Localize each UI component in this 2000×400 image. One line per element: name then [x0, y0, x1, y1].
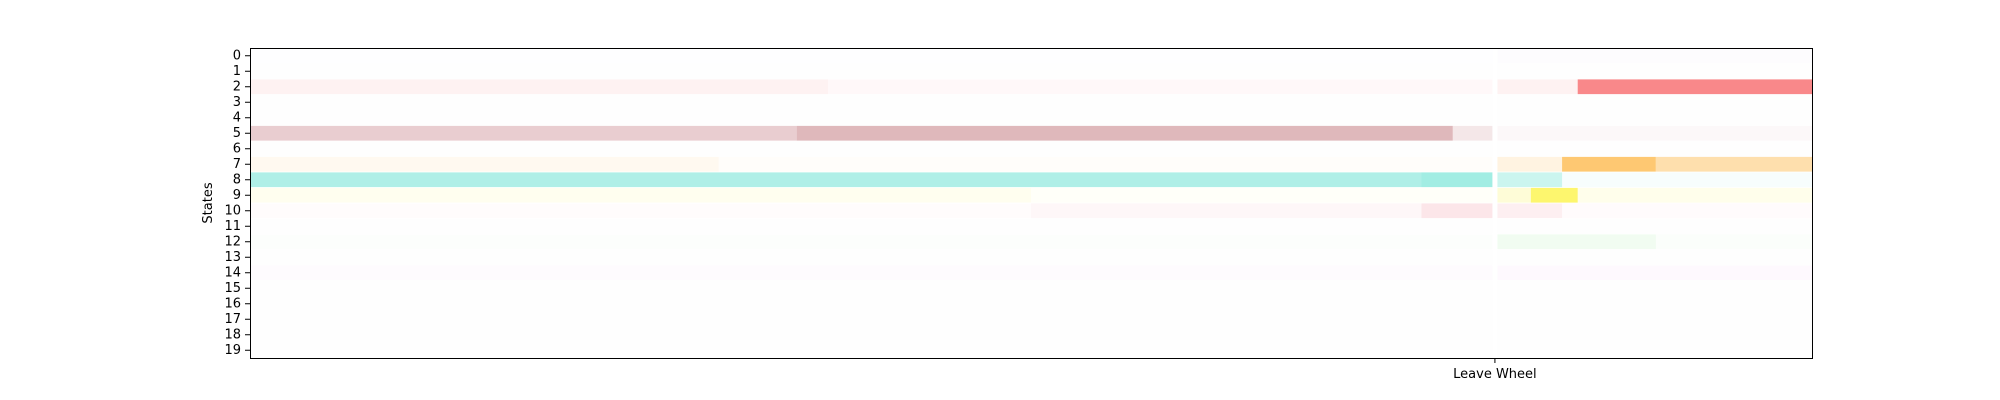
- heatmap-row-10: [250, 203, 1812, 219]
- heatmap-cell-1-0: [250, 64, 1812, 79]
- event-line: [1492, 48, 1498, 358]
- y-tick-label-9: 9: [233, 188, 241, 203]
- y-tick-label-0: 0: [233, 48, 241, 63]
- heatmap-cell-11-0: [250, 219, 1812, 234]
- heatmap-row-7: [250, 156, 1812, 172]
- heatmap-cell-2-0: [250, 79, 828, 95]
- heatmap-row-2: [250, 79, 1812, 95]
- heatmap-cell-9-2: [1494, 187, 1531, 203]
- heatmap-cell-9-4: [1577, 187, 1812, 203]
- y-tick-label-14: 14: [224, 265, 241, 280]
- y-tick-label-4: 4: [233, 110, 241, 125]
- plot-area: [250, 48, 1812, 358]
- y-tick-label-2: 2: [233, 79, 241, 94]
- heatmap-cell-2-1: [827, 79, 1495, 95]
- heatmap-cell-16-0: [250, 296, 1812, 311]
- heatmap-cell-5-0: [250, 125, 797, 141]
- heatmap-cell-0-0: [250, 48, 1495, 63]
- heatmap-cell-8-0: [250, 172, 1422, 188]
- y-tick-label-16: 16: [224, 296, 241, 311]
- heatmap-cell-13-0: [250, 250, 1812, 265]
- heatmap-cell-9-1: [1031, 187, 1495, 203]
- heatmap-cell-10-1: [1031, 203, 1422, 219]
- heatmap-cell-8-3: [1562, 172, 1812, 188]
- y-tick-label-11: 11: [224, 219, 241, 234]
- y-tick-label-7: 7: [233, 157, 241, 172]
- heatmap-row-19: [250, 343, 1812, 358]
- heatmap-cell-4-0: [250, 110, 1812, 125]
- heatmap-row-4: [250, 110, 1812, 125]
- y-tick-label-5: 5: [233, 126, 241, 141]
- heatmap-row-1: [250, 64, 1812, 79]
- plot-frame: [250, 48, 1813, 359]
- heatmap-row-17: [250, 312, 1812, 327]
- heatmap-cell-12-0: [250, 234, 1495, 249]
- heatmap-cell-7-3: [1562, 156, 1656, 172]
- y-tick-label-3: 3: [233, 95, 241, 110]
- x-axis: Leave Wheel: [1453, 358, 1537, 382]
- heatmap-row-12: [250, 234, 1812, 250]
- heatmap-cell-15-0: [250, 281, 1812, 296]
- y-tick-label-8: 8: [233, 172, 241, 187]
- y-tick-label-10: 10: [224, 203, 241, 218]
- heatmap-row-14: [250, 265, 1812, 281]
- heatmap-row-16: [250, 296, 1812, 311]
- heatmap-cell-19-0: [250, 343, 1812, 358]
- heatmap-row-3: [250, 95, 1812, 110]
- y-tick-label-18: 18: [224, 327, 241, 342]
- heatmap-cell-10-0: [250, 203, 1031, 219]
- heatmap-cell-14-0: [250, 265, 1495, 281]
- heatmap-cell-10-3: [1494, 203, 1563, 219]
- y-tick-label-12: 12: [224, 234, 241, 249]
- heatmap-row-6: [250, 141, 1812, 156]
- heatmap-cell-7-1: [719, 157, 1495, 172]
- heatmap-cell-10-2: [1421, 203, 1495, 219]
- heatmap-cell-10-4: [1562, 203, 1812, 219]
- heatmap-cell-3-0: [250, 95, 1812, 110]
- heatmap-row-0: [250, 48, 1812, 64]
- heatmap-cell-7-2: [1494, 156, 1563, 172]
- heatmap-cell-5-1: [796, 125, 1453, 141]
- heatmap-cell-2-3: [1577, 79, 1812, 95]
- heatmap-row-15: [250, 281, 1812, 296]
- heatmap-cell-14-1: [1494, 265, 1812, 281]
- heatmap-row-13: [250, 250, 1812, 265]
- heatmap-cell-5-2: [1452, 125, 1495, 141]
- heatmap-cell-5-3: [1494, 125, 1812, 141]
- heatmap-cell-9-3: [1530, 187, 1578, 203]
- heatmap-cell-9-0: [250, 187, 1031, 203]
- heatmap-row-11: [250, 219, 1812, 234]
- plot-background: [250, 48, 1812, 358]
- x-tick-label-0: Leave Wheel: [1453, 367, 1537, 382]
- y-tick-label-19: 19: [224, 343, 241, 358]
- heatmap-row-9: [250, 187, 1812, 203]
- heatmap-cell-8-2: [1494, 172, 1563, 188]
- y-tick-label-13: 13: [224, 250, 241, 265]
- y-axis-label: States: [201, 182, 216, 223]
- heatmap-cell-2-2: [1494, 79, 1578, 95]
- heatmap-cell-7-4: [1655, 156, 1812, 172]
- heatmap-cell-6-0: [250, 141, 1812, 156]
- heatmap-cell-12-2: [1655, 234, 1812, 250]
- heatmap-cell-0-1: [1494, 48, 1812, 64]
- heatmap-row-5: [250, 125, 1812, 141]
- heatmap-row-18: [250, 327, 1812, 342]
- heatmap-cell-17-0: [250, 312, 1812, 327]
- heatmap-cell-7-0: [250, 156, 719, 172]
- y-tick-label-17: 17: [224, 312, 241, 327]
- y-tick-label-6: 6: [233, 141, 241, 156]
- heatmap-row-8: [250, 172, 1812, 188]
- heatmap-cell-8-1: [1421, 172, 1495, 188]
- y-tick-label-1: 1: [233, 64, 241, 79]
- y-tick-label-15: 15: [224, 281, 241, 296]
- heatmap-cell-12-1: [1494, 234, 1656, 250]
- heatmap-cell-18-0: [250, 327, 1812, 342]
